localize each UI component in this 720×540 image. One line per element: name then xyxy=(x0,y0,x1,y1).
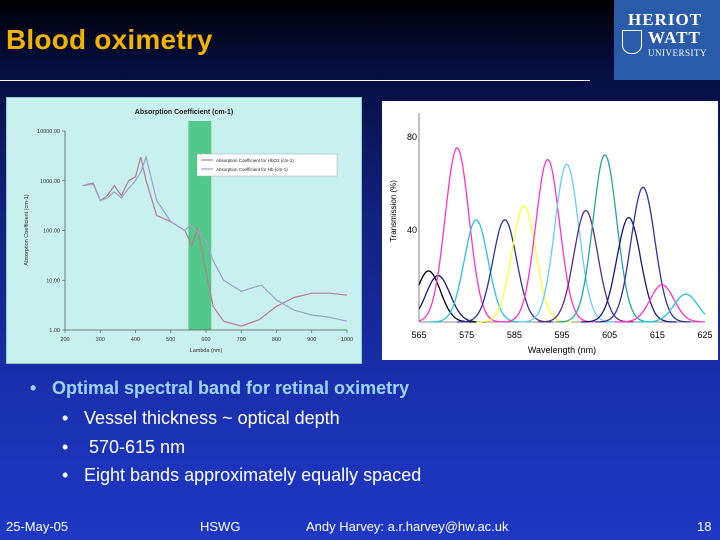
sub-bullet-text: 570-615 nm xyxy=(84,437,186,457)
x-tick-label: 400 xyxy=(131,337,140,343)
transmission-curve xyxy=(418,274,486,323)
transmission-curve xyxy=(614,284,705,323)
y-axis-label: Absorption Coefficient (cm-1) xyxy=(24,194,30,265)
sub-bullet-text: Eight bands approximately equally spaced xyxy=(84,465,422,485)
transmission-curve xyxy=(476,205,572,323)
transmission-curve xyxy=(428,219,524,323)
y-tick-label: 1.00 xyxy=(49,328,60,334)
x-tick-label: 565 xyxy=(411,330,426,340)
x-tick-label: 585 xyxy=(507,330,522,340)
x-tick-label: 595 xyxy=(554,330,569,340)
crest-icon xyxy=(622,30,642,54)
transmission-curve xyxy=(595,186,691,323)
legend-label: Absorption Coefficient for HbO2 (cm-1) xyxy=(216,158,294,163)
sub-bullet: • Eight bands approximately equally space… xyxy=(62,465,422,485)
x-tick-label: 625 xyxy=(697,330,712,340)
heriot-watt-logo: HERIOT WATT UNIVERSITY xyxy=(614,0,720,80)
sub-bullet-text: Vessel thickness ~ optical depth xyxy=(84,408,340,428)
chart-title: Absorption Coefficient (cm-1) xyxy=(135,109,233,116)
x-tick-label: 615 xyxy=(650,330,665,340)
footer-group: HSWG xyxy=(200,519,241,534)
x-tick-label: 575 xyxy=(459,330,474,340)
transmission-curve xyxy=(581,216,677,323)
main-bullet-text: Optimal spectral band for retinal oximet… xyxy=(52,378,410,398)
legend-label: Absorption Coefficient for Hb (cm-1) xyxy=(216,167,288,172)
x-tick-label: 900 xyxy=(307,337,316,343)
legend-box xyxy=(196,153,338,177)
series-line xyxy=(82,154,348,322)
transmission-curve xyxy=(457,219,553,323)
footer-page-number: 18 xyxy=(697,519,712,534)
logo-line-1: HERIOT xyxy=(628,10,703,29)
y-tick-label: 40 xyxy=(407,225,417,235)
x-tick-label: 200 xyxy=(60,337,69,343)
x-tick-label: 600 xyxy=(201,337,210,343)
transmission-curve xyxy=(557,154,653,323)
y-tick-label: 10000.00 xyxy=(37,129,60,135)
slide-title: Blood oximetry xyxy=(6,24,213,55)
x-tick-label: 700 xyxy=(237,337,246,343)
sub-bullet: • Vessel thickness ~ optical depth xyxy=(62,408,340,428)
x-tick-label: 500 xyxy=(166,337,175,343)
transmission-curve xyxy=(418,146,505,323)
y-tick-label: 1000.00 xyxy=(40,179,60,185)
y-tick-label: 80 xyxy=(407,132,417,142)
absorption-chart: Absorption Coefficient (cm-1) 10000.00 100… xyxy=(24,109,353,354)
absorption-chart-panel: Absorption Coefficient (cm-1) 10000.00 100… xyxy=(6,97,362,364)
sub-bullet: • 570-615 nm xyxy=(62,437,186,457)
x-axis-label: Wavelength (nm) xyxy=(528,345,596,355)
y-tick-label: 100.00 xyxy=(43,229,60,235)
title-divider xyxy=(0,80,590,81)
transmission-curve xyxy=(638,293,706,323)
x-axis-label: Lambda (nm) xyxy=(190,348,223,354)
transmission-curve xyxy=(538,209,634,323)
transmission-chart: 80 40 565 575 585 595 605 615 625 Wavelength (nm)… xyxy=(389,113,713,355)
transmission-chart-panel: 80 40 565 575 585 595 605 615 625 Wavelength (nm)… xyxy=(382,101,718,360)
transmission-curve xyxy=(500,158,596,323)
main-bullet: • Optimal spectral band for retinal oxime… xyxy=(30,378,410,398)
x-tick-label: 300 xyxy=(96,337,105,343)
logo-line-3: UNIVERSITY xyxy=(648,48,707,58)
footer-contact: Andy Harvey: a.r.harvey@hw.ac.uk xyxy=(306,519,509,534)
logo-line-2: WATT xyxy=(648,28,701,47)
y-tick-label: 10.00 xyxy=(46,278,60,284)
series-line xyxy=(82,156,348,327)
x-tick-label: 605 xyxy=(602,330,617,340)
x-tick-label: 1000 xyxy=(341,337,353,343)
footer-date: 25-May-05 xyxy=(6,519,69,534)
x-tick-label: 800 xyxy=(272,337,281,343)
highlight-band xyxy=(188,121,212,330)
y-axis-label: Transmission (%) xyxy=(389,180,398,242)
